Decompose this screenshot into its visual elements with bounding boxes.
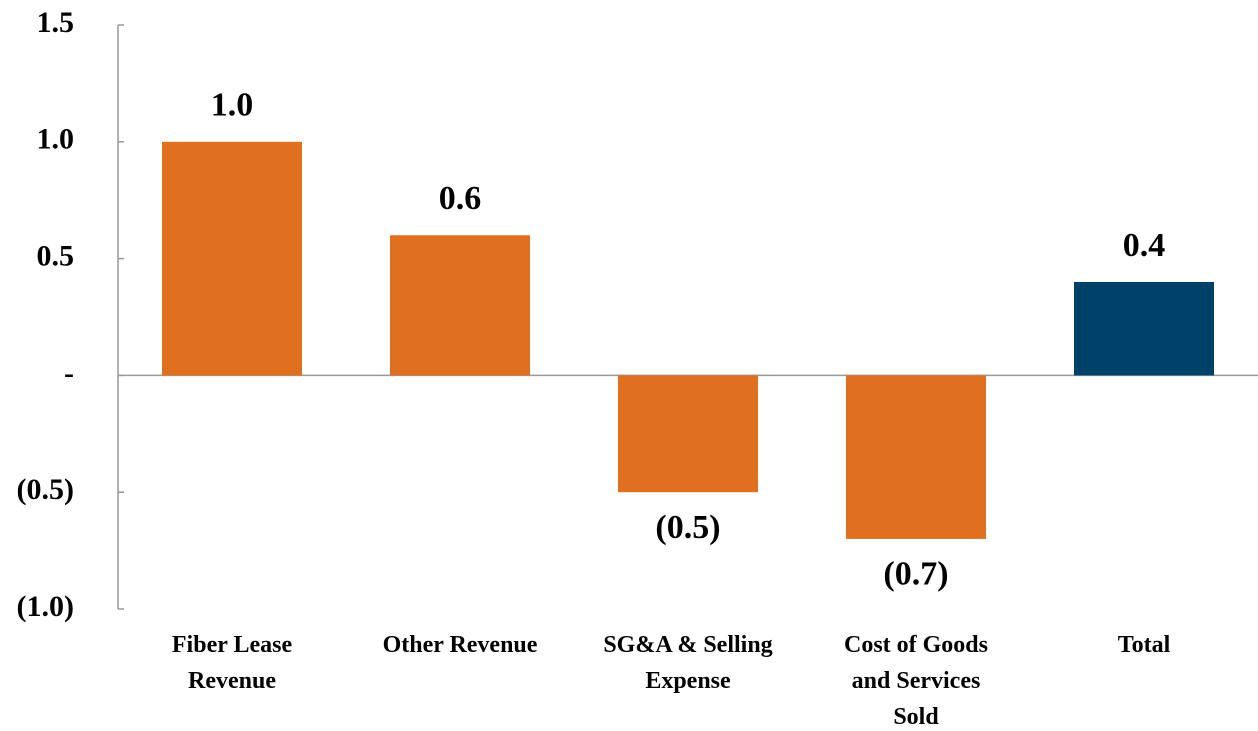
value-label: (0.5) <box>655 509 720 546</box>
y-tick-label: (1.0) <box>17 590 74 623</box>
x-tick-label: Total <box>1118 632 1171 658</box>
x-tick-label: Other Revenue <box>383 632 538 658</box>
value-label: (0.7) <box>883 556 948 593</box>
bar <box>390 235 530 376</box>
y-tick-label: (0.5) <box>17 473 74 506</box>
bar <box>162 141 302 376</box>
value-label: 1.0 <box>211 87 254 124</box>
x-tick-label: Cost of Goods and Services Sold <box>844 632 988 730</box>
bar <box>1074 281 1214 376</box>
x-tick-label: Fiber Lease Revenue <box>172 632 293 694</box>
bar <box>846 375 986 539</box>
x-tick-label: SG&A & Selling Expense <box>603 632 772 694</box>
y-tick-label: 0.5 <box>37 239 75 272</box>
value-label: 0.4 <box>1123 227 1166 264</box>
y-tick-label: 1.5 <box>37 6 75 39</box>
y-tick-label: - <box>64 356 74 389</box>
bar <box>618 375 758 493</box>
y-tick-label: 1.0 <box>37 123 75 156</box>
value-label: 0.6 <box>439 180 482 217</box>
